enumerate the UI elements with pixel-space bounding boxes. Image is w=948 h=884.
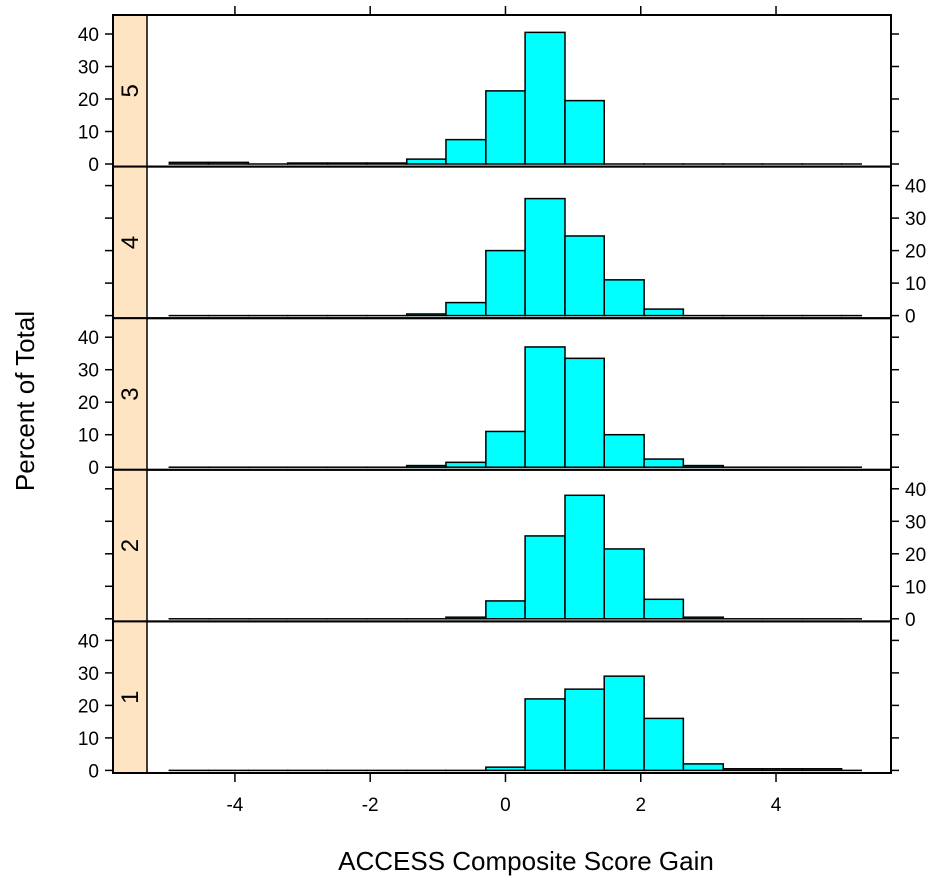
histogram-bar [643,308,685,317]
strip-background [113,318,147,470]
strip-label: 5 [117,84,144,97]
histogram-bar [405,158,447,165]
y-tick-label: 40 [78,631,99,652]
histogram-bar [445,461,487,468]
histogram-bar [643,598,685,620]
y-tick-label: 0 [88,458,99,479]
histogram-bar [564,688,605,772]
y-axis-title: Percent of Total [10,311,40,491]
panel-5: 5 0 10 20 30 40 [78,14,899,176]
y-tick-label: 40 [78,328,99,349]
y-tick-label: 40 [905,480,926,501]
histogram-bar [524,31,566,165]
y-tick-label: 30 [78,361,99,382]
y-tick-label: 0 [905,610,916,631]
strip-background [113,621,147,773]
histogram-bar [603,433,645,468]
x-tick-label: 0 [500,795,511,816]
histogram-bar [524,698,566,772]
histogram-bar [485,249,526,317]
histogram-bar [603,675,645,772]
y-tick-label: 10 [905,577,926,598]
strip-label: 3 [117,387,144,400]
x-tick-label: 4 [771,795,782,816]
histogram-bar [722,768,764,772]
histogram-bar [445,616,487,620]
panel-frame [112,620,892,775]
histogram-bar [485,90,526,165]
histogram-bar [326,162,368,165]
histogram-bar [445,138,487,165]
histogram-bar [524,535,566,620]
histogram-bar [603,548,645,620]
y-tick-label: 30 [905,209,926,230]
axes-layer: -4 -2 0 2 4 [226,6,782,816]
histogram-bar [682,464,725,468]
histogram-bar [485,766,526,772]
histogram-bar [485,430,526,468]
y-tick-label: 20 [78,393,99,414]
x-tick-label: -4 [226,795,243,816]
histogram-bar [682,763,725,772]
strip-background [113,469,147,622]
y-tick-label: 30 [78,664,99,685]
histogram-bar [564,99,605,165]
x-tick-label: -2 [362,795,379,816]
histogram-bar [405,464,447,468]
y-tick-label: 20 [78,696,99,717]
y-tick-label: 40 [78,25,99,46]
y-tick-label: 20 [905,242,926,263]
y-tick-label: 40 [905,177,926,198]
strip-label: 1 [117,691,144,704]
y-tick-label: 20 [78,90,99,111]
strip-label: 2 [117,539,144,552]
panels-layer: 5010203040401020304030102030402010203040… [78,14,926,782]
y-tick-label: 10 [78,729,99,750]
histogram-bar [207,161,250,165]
histogram-bar [564,235,605,317]
x-tick-label: 2 [635,795,646,816]
histogram-bar [603,279,645,317]
histogram-bar [168,161,210,165]
histogram-bar [524,197,566,317]
histogram-bar [801,768,843,772]
y-tick-label: 30 [78,58,99,79]
histogram-bar [286,162,329,165]
y-tick-label: 0 [905,307,916,328]
strip-background [113,15,147,167]
y-tick-label: 20 [905,545,926,566]
histogram-bar [564,494,605,620]
strip-background [113,166,147,319]
y-tick-label: 0 [88,761,99,782]
histogram-bar [524,346,566,468]
panel-frame [112,468,892,623]
y-tick-label: 30 [905,512,926,533]
y-tick-label: 10 [905,274,926,295]
y-tick-label: 0 [88,155,99,176]
y-tick-label: 10 [78,123,99,144]
histogram-bar [366,162,408,165]
histogram-bar [485,600,526,620]
histogram-bar [682,616,725,620]
histogram-bar [643,458,685,468]
y-tick-label: 10 [78,426,99,447]
strip-label: 4 [117,236,144,249]
histogram-bar [445,301,487,317]
histogram-bar [761,768,804,772]
x-axis-title: ACCESS Composite Score Gain [338,846,714,876]
histogram-bar [405,313,447,317]
histogram-bar [564,357,605,468]
histogram-bar [643,717,685,772]
